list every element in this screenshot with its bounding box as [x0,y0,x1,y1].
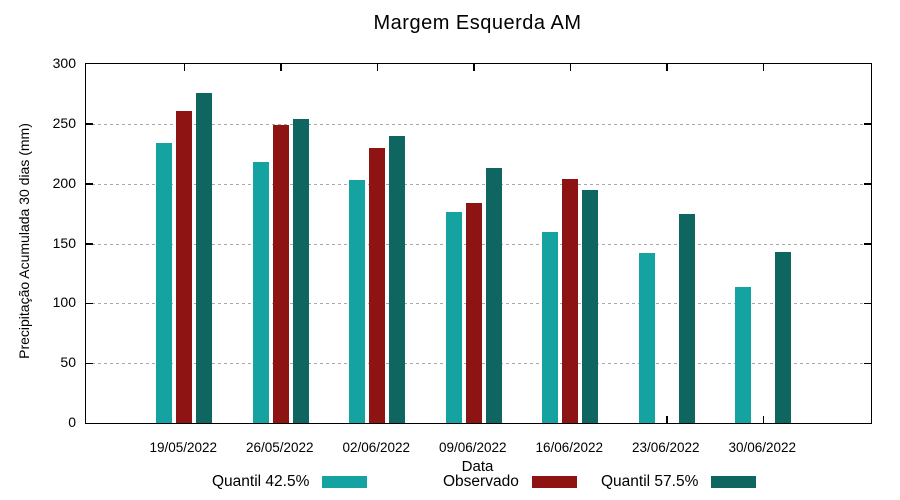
legend-swatch-2 [711,476,757,488]
bar-series0-group6 [735,286,752,423]
y-tick-right-50 [864,362,871,365]
bar-series2-group4 [582,189,599,423]
legend-swatch-1 [531,476,577,488]
x-tick-label-1: 26/05/2022 [246,440,314,455]
bar-series0-group4 [542,231,559,423]
y-tick-left-150 [86,243,93,245]
y-tick-right-250 [864,123,871,125]
y-tick-label-0: 0 [68,414,76,430]
y-tick-label-100: 100 [52,294,76,311]
x-tick-label-5: 23/06/2022 [632,440,700,455]
legend-item-0: Quantil 42.5% [212,473,368,491]
y-tick-left-200 [86,183,93,185]
y-tick-left-250 [86,123,93,125]
x-tick-label-0: 19/05/2022 [149,440,218,455]
y-tick-right-150 [864,243,871,245]
bar-series2-group5 [678,213,695,423]
legend-label-1: Observado [443,473,519,490]
bar-series1-group1 [272,125,289,423]
bar-series0-group0 [156,142,173,423]
x-axis-label: Data [461,458,494,475]
x-tick-top-1 [280,64,282,71]
bar-series1-group0 [176,110,193,423]
bar-series0-group3 [445,212,462,423]
bar-series1-group2 [369,147,386,423]
y-tick-left-50 [86,362,93,365]
bar-series2-group0 [196,92,213,423]
legend-label-0: Quantil 42.5% [212,473,310,490]
x-tick-label-3: 09/06/2022 [439,440,507,455]
x-tick-label-2: 02/06/2022 [342,440,411,455]
y-tick-label-200: 200 [52,174,76,191]
x-tick-top-5 [666,64,668,71]
bar-series1-group3 [465,202,482,423]
bar-series0-group1 [252,162,269,423]
y-tick-left-100 [86,302,93,305]
legend-item-2: Quantil 57.5% [601,473,757,491]
bar-series2-group6 [775,251,792,423]
bar-series1-group4 [562,178,579,423]
bar-series0-group2 [349,180,366,423]
bar-series2-group3 [485,168,502,423]
legend-item-1: Observado [443,473,577,491]
x-tick-label-4: 16/06/2022 [535,440,604,455]
y-tick-label-250: 250 [52,114,76,131]
legend-swatch-0 [322,476,368,488]
x-tick-top-3 [473,64,475,71]
y-tick-label-150: 150 [52,234,76,251]
x-tick-bottom-5 [666,416,668,423]
gridline-250 [86,123,871,125]
x-tick-label-6: 30/06/2022 [728,440,797,455]
x-tick-top-4 [569,64,572,71]
bar-series2-group1 [292,119,309,423]
plot-area [85,63,872,424]
legend-label-2: Quantil 57.5% [601,473,699,490]
x-tick-bottom-6 [762,416,765,423]
y-tick-right-200 [864,183,871,185]
y-tick-label-300: 300 [52,55,76,71]
bar-series2-group2 [389,135,406,423]
y-tick-right-100 [864,302,871,305]
y-tick-label-50: 50 [60,354,76,371]
x-tick-top-2 [376,64,379,71]
bar-series0-group5 [638,253,655,423]
x-tick-top-6 [762,64,765,71]
chart-title: Margem Esquerda AM [373,12,582,34]
gridline-200 [86,183,871,185]
x-tick-top-0 [183,64,186,71]
